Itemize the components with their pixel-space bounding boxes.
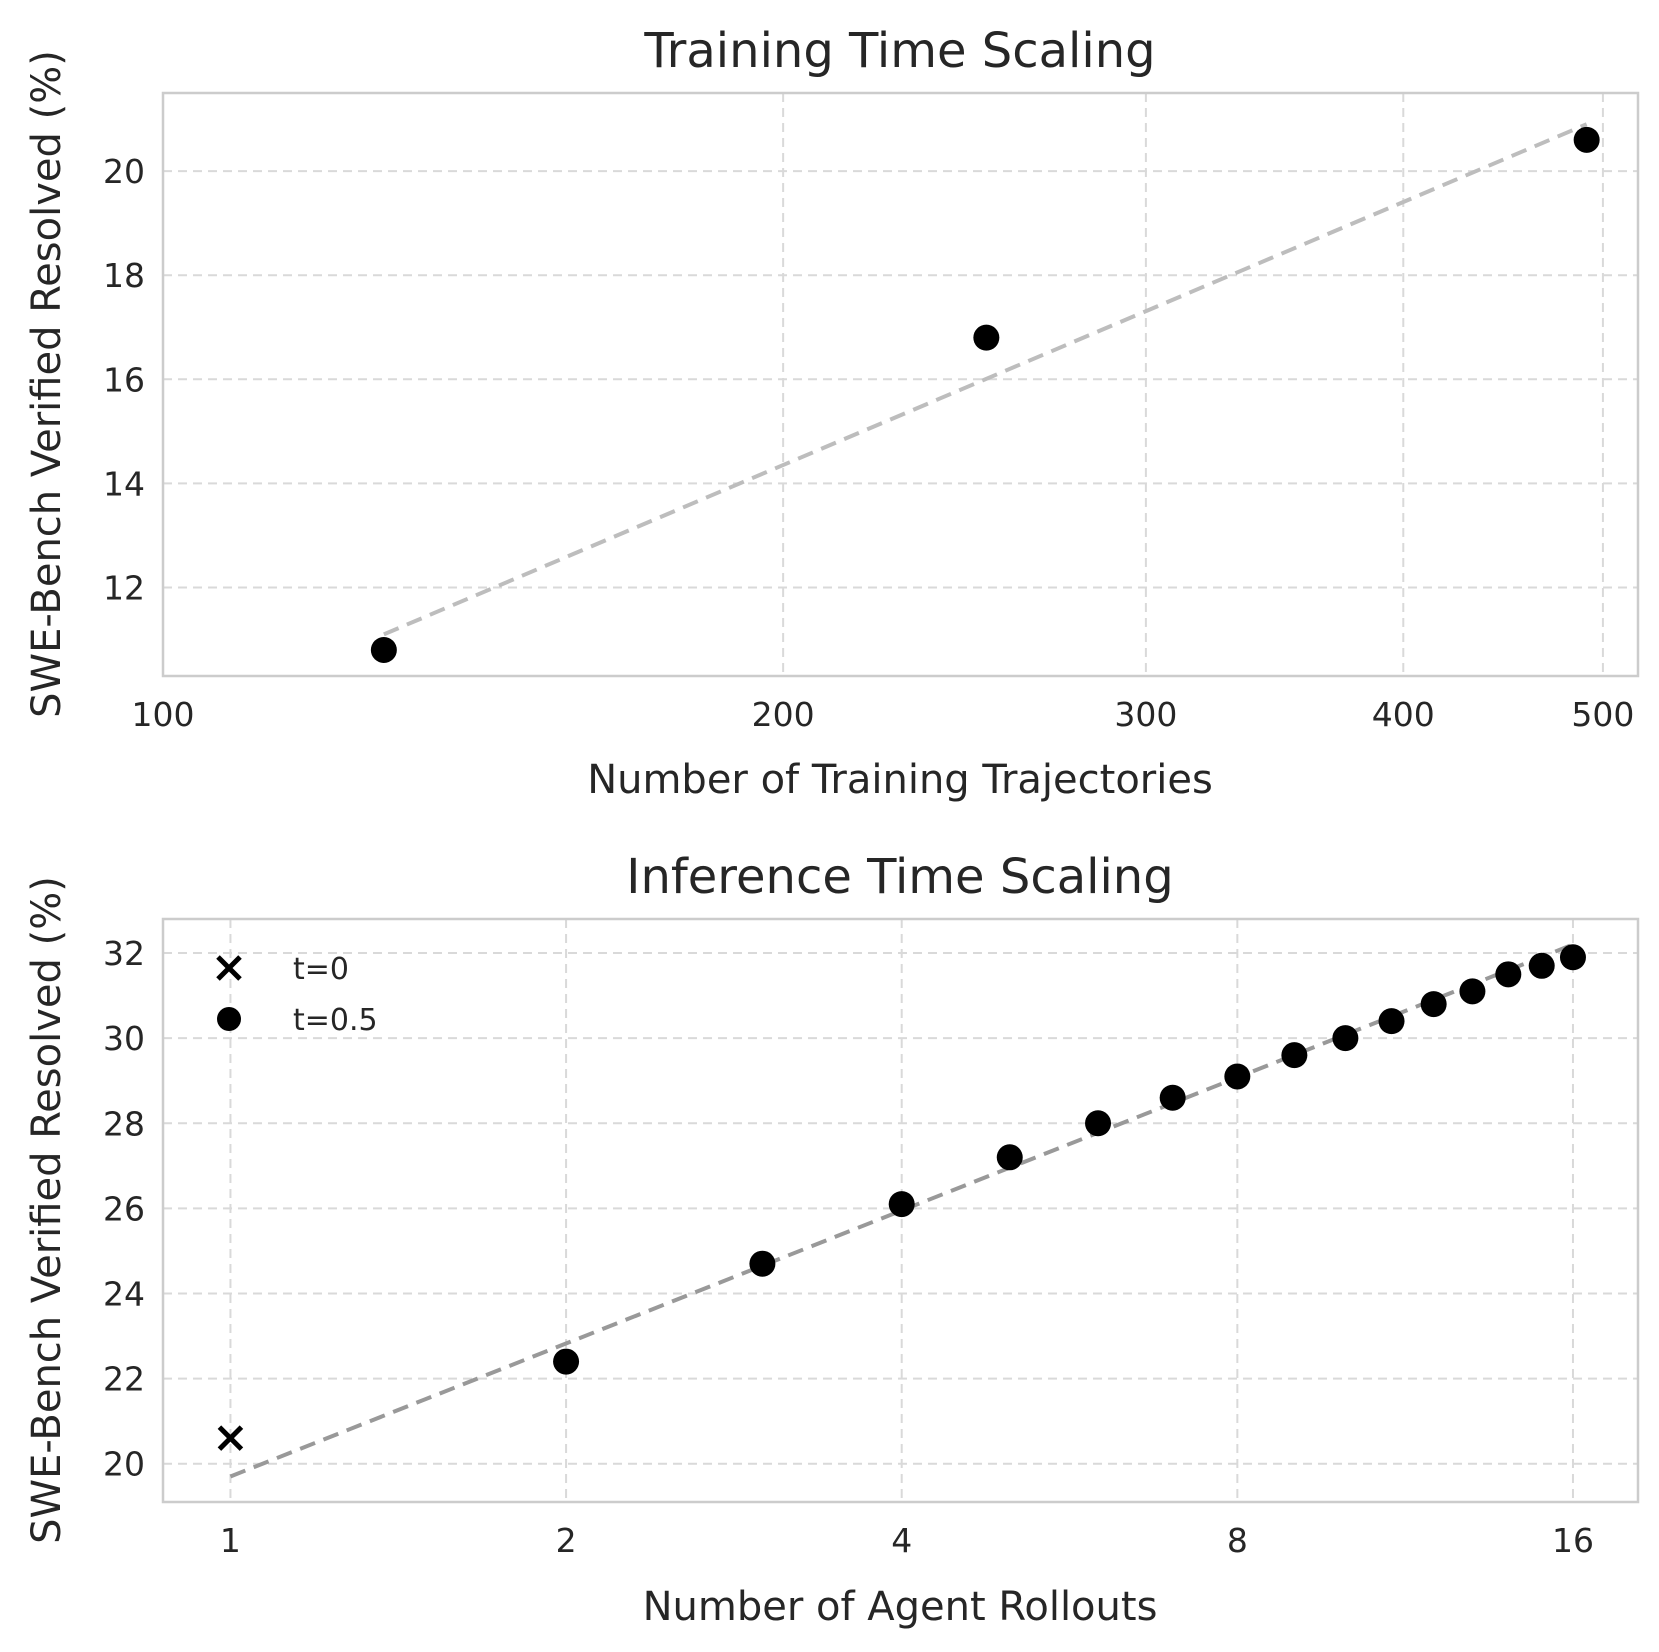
x-tick-label: 8: [1227, 1521, 1248, 1560]
legend-label-t0: t=0: [293, 952, 349, 987]
x-tick-label: 1: [220, 1521, 241, 1560]
training-x-tick-labels: 100 200 300 400 500: [132, 695, 1635, 734]
chart-title-inference: Inference Time Scaling: [626, 849, 1173, 905]
y-tick-label: 26: [103, 1189, 145, 1228]
y-tick-label: 20: [103, 152, 145, 191]
x-tick-label: 400: [1372, 695, 1435, 734]
data-point: [553, 1348, 580, 1375]
y-tick-label: 12: [103, 569, 145, 608]
x-tick-label: 200: [752, 695, 815, 734]
x-axis-label-inference: Number of Agent Rollouts: [643, 1584, 1158, 1630]
training-time-scaling-panel: Training Time Scaling 100 200 300 400 500 12…: [24, 23, 1640, 803]
x-tick-label: 100: [132, 695, 195, 734]
data-point: [370, 636, 397, 663]
x-tick-label: 4: [891, 1521, 912, 1560]
data-point-x-marker: [217, 1425, 244, 1451]
data-point: [1459, 978, 1486, 1005]
data-point: [1332, 1025, 1359, 1052]
y-tick-label: 16: [103, 360, 145, 399]
training-trendline: [383, 122, 1588, 637]
data-point: [996, 1144, 1023, 1171]
data-point: [1420, 991, 1447, 1018]
legend-label-t05: t=0.5: [293, 1003, 378, 1038]
training-plot-area: [161, 91, 1640, 678]
x-tick-label: 300: [1114, 695, 1177, 734]
y-axis-label-training: SWE-Bench Verified Resolved (%): [24, 50, 70, 718]
data-point: [1159, 1084, 1186, 1111]
data-point: [1281, 1042, 1308, 1069]
data-point: [888, 1191, 915, 1218]
y-tick-label: 32: [103, 934, 145, 973]
y-tick-label: 30: [103, 1019, 145, 1058]
y-tick-label: 18: [103, 256, 145, 295]
y-axis-label-inference: SWE-Bench Verified Resolved (%): [24, 876, 70, 1544]
y-tick-label: 20: [103, 1445, 145, 1484]
legend: t=0 t=0.5: [216, 952, 378, 1038]
inference-y-tick-labels: 20 22 24 26 28 30 32: [103, 934, 145, 1484]
data-point: [1378, 1008, 1405, 1035]
data-point: [1224, 1063, 1251, 1090]
inference-plot-area: [161, 917, 1640, 1504]
legend-marker-t0: [216, 955, 242, 981]
data-point: [1495, 961, 1522, 988]
x-tick-label: 500: [1571, 695, 1634, 734]
y-tick-label: 22: [103, 1360, 145, 1399]
data-point: [749, 1250, 776, 1277]
training-data-points: [370, 126, 1600, 663]
y-tick-label: 24: [103, 1274, 145, 1313]
data-point: [1528, 952, 1555, 979]
data-point: [1573, 126, 1600, 153]
y-tick-label: 28: [103, 1104, 145, 1143]
trend-line: [383, 122, 1588, 637]
chart-title-training: Training Time Scaling: [643, 23, 1155, 79]
x-tick-label: 2: [556, 1521, 577, 1560]
data-point: [973, 324, 1000, 351]
data-point: [1085, 1110, 1112, 1137]
training-y-tick-labels: 12 14 16 18 20: [103, 152, 145, 607]
inference-data-points: [217, 944, 1586, 1451]
legend-marker-t05: [217, 1007, 241, 1031]
x-axis-label-training: Number of Training Trajectories: [587, 757, 1213, 803]
inference-x-tick-labels: 1 2 4 8 16: [220, 1521, 1594, 1560]
inference-time-scaling-panel: Inference Time Scaling 1 2 4 8 16 2022242628…: [24, 849, 1640, 1630]
training-gridlines: [163, 93, 1638, 676]
y-tick-label: 14: [103, 464, 145, 503]
x-tick-label: 16: [1552, 1521, 1594, 1560]
data-point: [1559, 944, 1586, 971]
